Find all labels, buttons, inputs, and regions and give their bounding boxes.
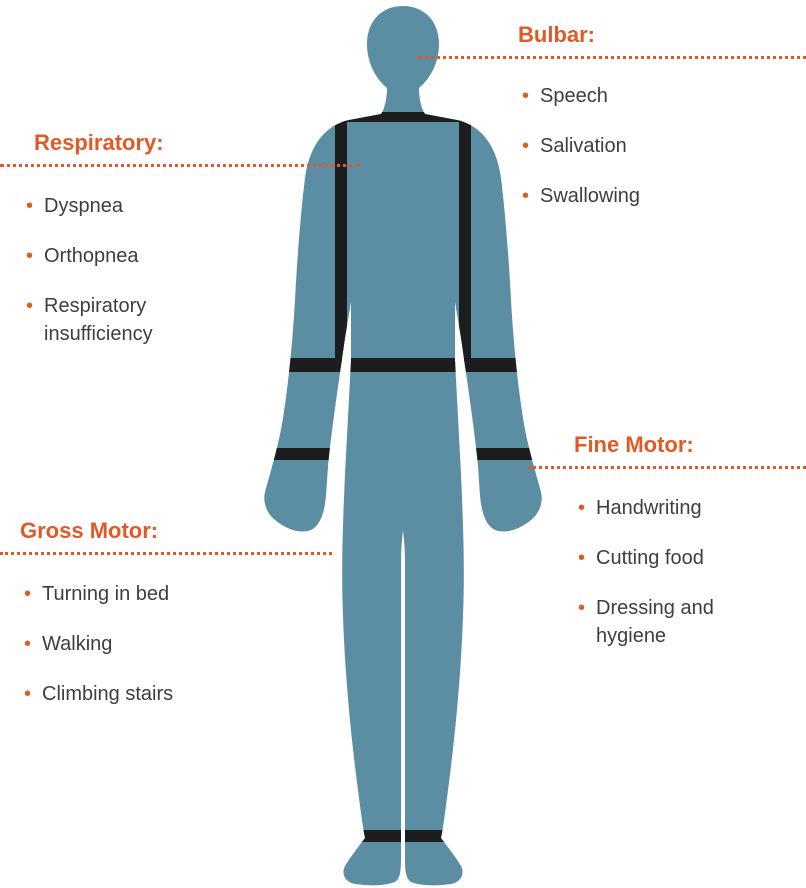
gross-motor-leader-line <box>0 552 332 555</box>
fine-motor-item: Handwriting <box>578 494 788 522</box>
bulbar-item: Swallowing <box>522 182 782 210</box>
fine-motor-list: Handwriting Cutting food Dressing and hygi… <box>578 494 788 672</box>
gross-motor-item: Walking <box>24 630 254 658</box>
bulbar-item: Speech <box>522 82 782 110</box>
gross-motor-item: Turning in bed <box>24 580 254 608</box>
respiratory-title: Respiratory: <box>34 130 164 156</box>
gross-motor-list: Turning in bed Walking Climbing stairs <box>24 580 254 730</box>
respiratory-item: Dyspnea <box>26 192 226 220</box>
gross-motor-title: Gross Motor: <box>20 518 158 544</box>
bulbar-leader-line <box>418 56 806 59</box>
respiratory-item: Respiratory insufficiency <box>26 292 226 348</box>
gross-motor-item: Climbing stairs <box>24 680 254 708</box>
respiratory-leader-line <box>0 164 360 167</box>
human-figure-icon <box>253 0 553 888</box>
bulbar-title: Bulbar: <box>518 22 595 48</box>
fine-motor-item: Cutting food <box>578 544 788 572</box>
fine-motor-leader-line <box>528 466 806 469</box>
fine-motor-item: Dressing and hygiene <box>578 594 788 650</box>
respiratory-item: Orthopnea <box>26 242 226 270</box>
fine-motor-title: Fine Motor: <box>574 432 694 458</box>
bulbar-item: Salivation <box>522 132 782 160</box>
respiratory-list: Dyspnea Orthopnea Respiratory insufficienc… <box>26 192 226 370</box>
diagram-stage: Bulbar: Speech Salivation Swallowing Respira… <box>0 0 806 888</box>
bulbar-list: Speech Salivation Swallowing <box>522 82 782 232</box>
